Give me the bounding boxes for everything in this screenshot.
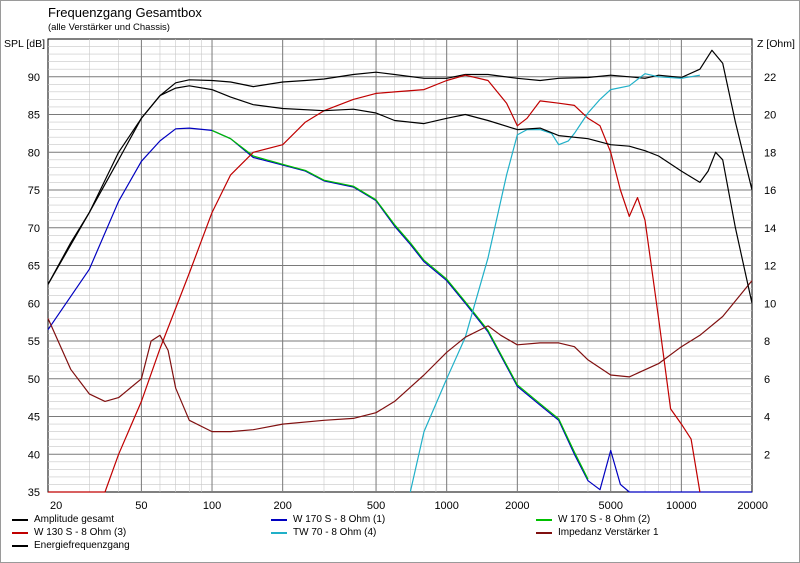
legend-label: Amplitude gesamt	[34, 514, 115, 525]
y-tick-label-right: 2	[764, 449, 770, 461]
legend-swatch	[536, 518, 552, 521]
x-tick-label: 20000	[737, 500, 768, 512]
series-line-6	[47, 280, 753, 433]
y-tick-label-right: 20	[764, 110, 776, 122]
series-line-7	[47, 85, 753, 304]
legend-swatch	[536, 531, 552, 534]
y-tick-label-left: 50	[28, 374, 40, 386]
legend-label: Impedanz Verstärker 1	[558, 527, 659, 538]
series-line-3	[211, 129, 589, 480]
legend-label: W 170 S - 8 Ohm (2)	[558, 514, 651, 525]
y-tick-label-right: 4	[764, 412, 770, 424]
y-tick-label-left: 40	[28, 449, 40, 461]
y-tick-label-right: 6	[764, 374, 770, 386]
y-tick-label-left: 55	[28, 336, 40, 348]
legend-label: Energiefrequenzgang	[34, 540, 130, 551]
legend-swatch	[271, 518, 287, 521]
legend-label: TW 70 - 8 Ohm (4)	[293, 527, 377, 538]
x-tick-label: 50	[135, 500, 147, 512]
x-tick-label: 200	[273, 500, 291, 512]
legend-item: W 170 S - 8 Ohm (1)	[271, 513, 385, 526]
y-tick-label-left: 90	[28, 72, 40, 84]
y-tick-label-left: 75	[28, 185, 40, 197]
y-tick-label-right: 12	[764, 261, 776, 273]
legend-swatch	[12, 531, 28, 534]
legend-item: Impedanz Verstärker 1	[536, 526, 659, 539]
series-line-4	[48, 74, 701, 493]
x-tick-label: 500	[367, 500, 385, 512]
series-line-2	[47, 127, 752, 493]
y-tick-label-right: 22	[764, 72, 776, 84]
x-tick-label: 10000	[666, 500, 697, 512]
legend-item: Amplitude gesamt	[12, 513, 114, 526]
y-axis-right-label: Z [Ohm]	[757, 38, 795, 50]
x-tick-label: 5000	[598, 500, 622, 512]
legend-item: TW 70 - 8 Ohm (4)	[271, 526, 376, 539]
x-tick-label: 1000	[434, 500, 458, 512]
x-tick-label: 2000	[505, 500, 529, 512]
y-tick-label-right: 16	[764, 185, 776, 197]
x-tick-label: 100	[203, 500, 221, 512]
x-tick-label: 20	[50, 500, 62, 512]
y-tick-label-right: 10	[764, 298, 776, 310]
y-tick-label-left: 80	[28, 147, 40, 159]
legend-label: W 130 S - 8 Ohm (3)	[34, 527, 127, 538]
y-axis-left-label: SPL [dB]	[4, 38, 46, 50]
y-tick-label-right: 14	[764, 223, 776, 235]
y-tick-label-left: 65	[28, 261, 40, 273]
y-tick-label-left: 70	[28, 223, 40, 235]
legend-swatch	[12, 518, 28, 521]
y-tick-label-left: 85	[28, 110, 40, 122]
legend-item: W 130 S - 8 Ohm (3)	[12, 526, 126, 539]
series-lines	[47, 49, 753, 493]
legend-item: W 170 S - 8 Ohm (2)	[536, 513, 650, 526]
grid-lines	[48, 39, 752, 492]
y-tick-label-left: 45	[28, 412, 40, 424]
legend-swatch	[12, 544, 28, 547]
series-line-1	[47, 49, 753, 285]
legend-swatch	[271, 531, 287, 534]
y-tick-label-right: 8	[764, 336, 770, 348]
legend-item: Energiefrequenzgang	[12, 539, 130, 552]
chart-title: Frequenzgang Gesamtbox	[48, 5, 202, 20]
legend-label: W 170 S - 8 Ohm (1)	[293, 514, 386, 525]
series-line-5	[409, 73, 700, 493]
y-tick-label-left: 35	[28, 487, 40, 499]
chart-subtitle: (alle Verstärker und Chassis)	[48, 22, 170, 33]
tick-labels: 35 40 45 50 55 60 65 70 75 80 85 90 2 4 6 8 10 12 14 16 18 20…	[28, 72, 777, 512]
y-tick-label-right: 18	[764, 147, 776, 159]
y-tick-label-left: 60	[28, 298, 40, 310]
